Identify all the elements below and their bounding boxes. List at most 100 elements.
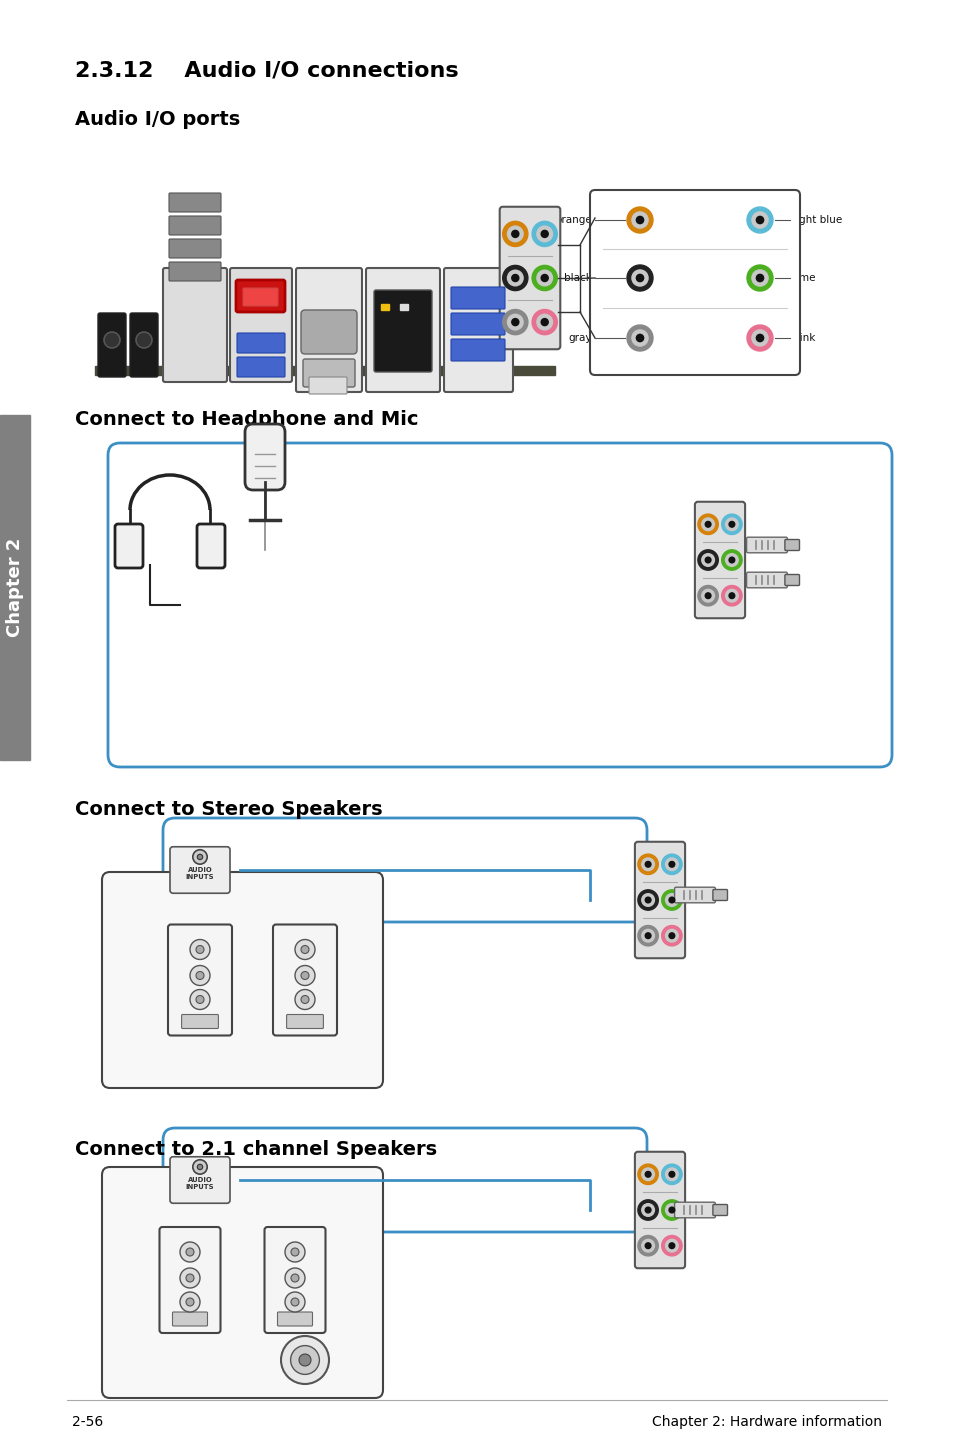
Circle shape bbox=[301, 995, 309, 1004]
Circle shape bbox=[540, 230, 548, 237]
FancyBboxPatch shape bbox=[443, 267, 513, 393]
Text: orange: orange bbox=[555, 216, 592, 224]
Text: black: black bbox=[563, 273, 592, 283]
Circle shape bbox=[180, 1268, 200, 1288]
FancyBboxPatch shape bbox=[635, 1152, 684, 1268]
Circle shape bbox=[636, 275, 643, 282]
FancyBboxPatch shape bbox=[163, 267, 227, 383]
FancyBboxPatch shape bbox=[499, 207, 559, 349]
Circle shape bbox=[502, 266, 527, 290]
FancyBboxPatch shape bbox=[273, 925, 336, 1035]
FancyBboxPatch shape bbox=[366, 267, 439, 393]
Circle shape bbox=[537, 270, 552, 286]
Circle shape bbox=[704, 522, 710, 528]
Circle shape bbox=[638, 1235, 658, 1255]
Circle shape bbox=[728, 557, 734, 562]
Circle shape bbox=[756, 216, 762, 224]
Circle shape bbox=[190, 989, 210, 1009]
FancyBboxPatch shape bbox=[196, 523, 225, 568]
Circle shape bbox=[631, 211, 647, 229]
Circle shape bbox=[195, 995, 204, 1004]
Circle shape bbox=[701, 518, 714, 531]
Circle shape bbox=[751, 211, 767, 229]
Circle shape bbox=[638, 926, 658, 946]
Circle shape bbox=[537, 226, 552, 242]
FancyBboxPatch shape bbox=[130, 313, 158, 377]
Circle shape bbox=[665, 893, 678, 906]
FancyBboxPatch shape bbox=[589, 190, 800, 375]
FancyBboxPatch shape bbox=[172, 1311, 208, 1326]
Circle shape bbox=[665, 1168, 678, 1181]
Circle shape bbox=[197, 854, 202, 860]
Circle shape bbox=[701, 554, 714, 567]
Circle shape bbox=[281, 1336, 329, 1383]
Circle shape bbox=[720, 549, 741, 571]
FancyBboxPatch shape bbox=[451, 288, 504, 309]
Circle shape bbox=[298, 1355, 311, 1366]
Text: AUDIO
INPUTS: AUDIO INPUTS bbox=[186, 1178, 214, 1191]
FancyBboxPatch shape bbox=[115, 523, 143, 568]
Circle shape bbox=[661, 1199, 681, 1221]
Circle shape bbox=[641, 929, 654, 942]
Circle shape bbox=[507, 270, 522, 286]
FancyBboxPatch shape bbox=[674, 887, 715, 903]
FancyBboxPatch shape bbox=[169, 216, 221, 234]
Circle shape bbox=[668, 933, 674, 939]
Circle shape bbox=[644, 861, 650, 867]
Circle shape bbox=[644, 933, 650, 939]
Circle shape bbox=[665, 1204, 678, 1217]
Circle shape bbox=[641, 1204, 654, 1217]
Circle shape bbox=[661, 1165, 681, 1185]
Text: 2-56: 2-56 bbox=[71, 1415, 103, 1429]
Circle shape bbox=[644, 897, 650, 903]
Circle shape bbox=[195, 946, 204, 953]
FancyBboxPatch shape bbox=[694, 502, 744, 618]
Text: Connect to 2.1 channel Speakers: Connect to 2.1 channel Speakers bbox=[75, 1140, 436, 1159]
Circle shape bbox=[532, 309, 557, 335]
FancyBboxPatch shape bbox=[102, 1168, 382, 1398]
Circle shape bbox=[291, 1346, 319, 1375]
Circle shape bbox=[701, 590, 714, 603]
Text: lime: lime bbox=[792, 273, 815, 283]
FancyBboxPatch shape bbox=[746, 572, 786, 588]
Circle shape bbox=[641, 858, 654, 870]
FancyBboxPatch shape bbox=[236, 334, 285, 352]
FancyBboxPatch shape bbox=[295, 267, 361, 393]
Circle shape bbox=[180, 1291, 200, 1311]
Text: AUDIO
INPUTS: AUDIO INPUTS bbox=[186, 867, 214, 880]
Circle shape bbox=[665, 929, 678, 942]
Circle shape bbox=[746, 265, 772, 290]
Circle shape bbox=[661, 1235, 681, 1255]
Circle shape bbox=[197, 1165, 202, 1169]
Circle shape bbox=[511, 275, 518, 282]
Circle shape bbox=[291, 1299, 298, 1306]
Circle shape bbox=[511, 230, 518, 237]
FancyBboxPatch shape bbox=[181, 1014, 218, 1028]
Circle shape bbox=[180, 1242, 200, 1263]
Circle shape bbox=[751, 329, 767, 347]
Circle shape bbox=[746, 325, 772, 351]
Circle shape bbox=[193, 1160, 207, 1175]
Text: Connect to Stereo Speakers: Connect to Stereo Speakers bbox=[75, 800, 382, 820]
Circle shape bbox=[698, 549, 718, 571]
FancyBboxPatch shape bbox=[674, 1202, 715, 1218]
Circle shape bbox=[638, 890, 658, 910]
Circle shape bbox=[638, 854, 658, 874]
FancyBboxPatch shape bbox=[159, 1227, 220, 1333]
Circle shape bbox=[668, 1242, 674, 1248]
Circle shape bbox=[532, 266, 557, 290]
Circle shape bbox=[507, 315, 522, 329]
Circle shape bbox=[301, 972, 309, 979]
FancyBboxPatch shape bbox=[374, 290, 432, 372]
Circle shape bbox=[532, 221, 557, 246]
Circle shape bbox=[641, 893, 654, 906]
Text: gray: gray bbox=[568, 334, 592, 344]
Circle shape bbox=[641, 1240, 654, 1252]
FancyBboxPatch shape bbox=[451, 313, 504, 335]
Circle shape bbox=[186, 1274, 193, 1283]
FancyBboxPatch shape bbox=[236, 357, 285, 377]
FancyBboxPatch shape bbox=[712, 890, 727, 900]
FancyBboxPatch shape bbox=[635, 841, 684, 958]
FancyBboxPatch shape bbox=[712, 1205, 727, 1215]
FancyBboxPatch shape bbox=[451, 339, 504, 361]
